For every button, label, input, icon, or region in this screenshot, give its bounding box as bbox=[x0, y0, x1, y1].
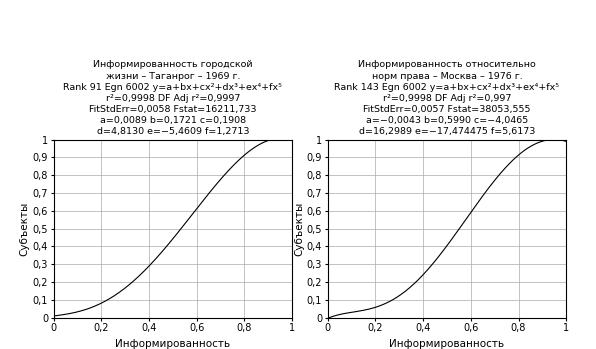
Title: Информированность относительно
норм права – Москва – 1976 г.
Rank 143 Egn 6002 y: Информированность относительно норм прав… bbox=[334, 60, 560, 136]
X-axis label: Информированность: Информированность bbox=[115, 339, 231, 349]
Y-axis label: Субъекты: Субъекты bbox=[20, 201, 30, 256]
Title: Информированность городской
жизни – Таганрог – 1969 г.
Rank 91 Egn 6002 y=a+bx+c: Информированность городской жизни – Тага… bbox=[63, 60, 283, 136]
X-axis label: Информированность: Информированность bbox=[389, 339, 505, 349]
Y-axis label: Субъекты: Субъекты bbox=[294, 201, 304, 256]
